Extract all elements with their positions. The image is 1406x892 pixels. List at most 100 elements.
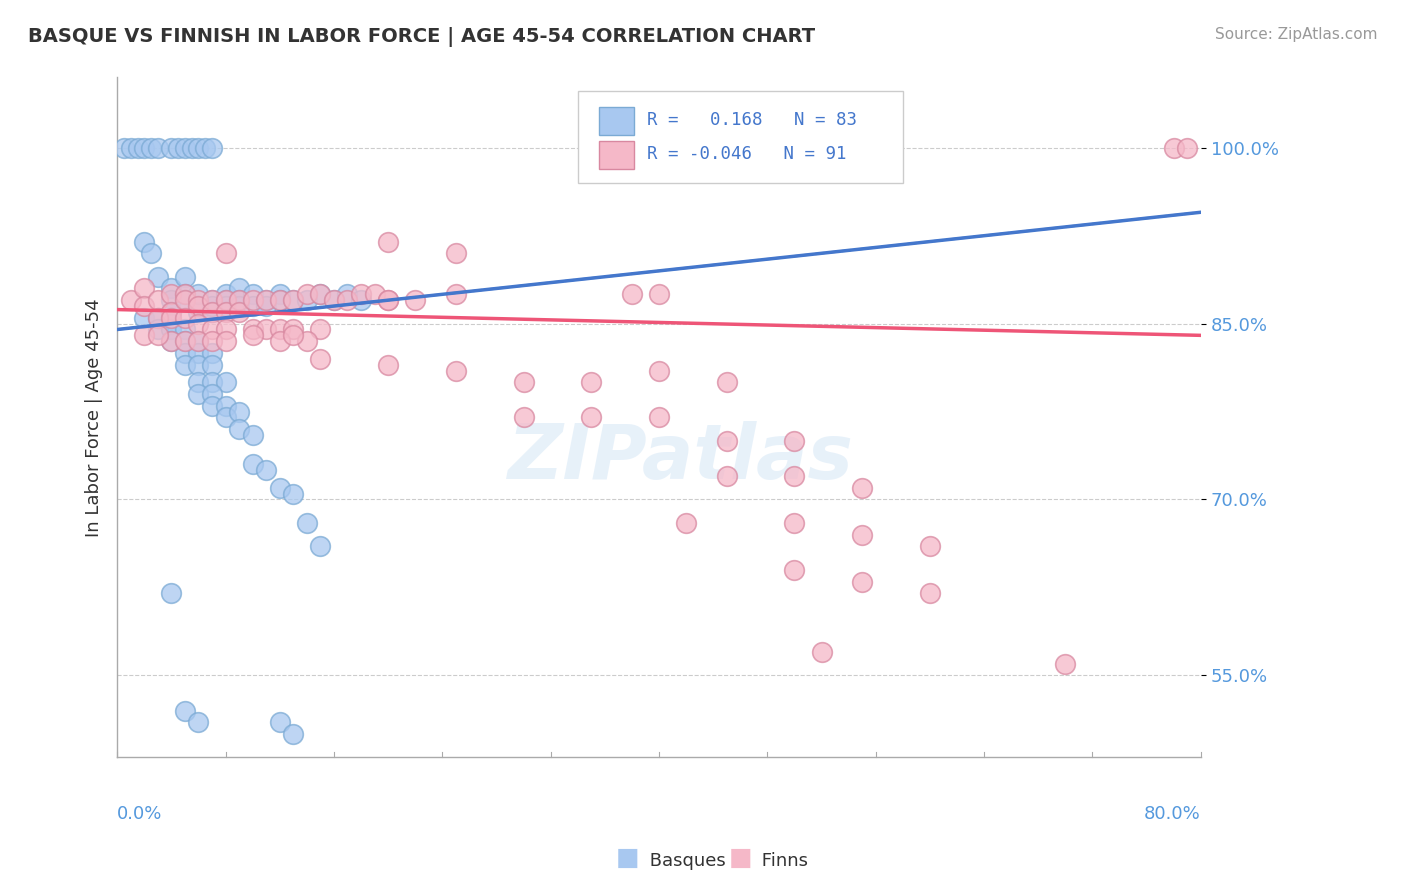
Point	[283, 486, 305, 500]
Point	[160, 305, 183, 319]
Point	[201, 322, 224, 336]
Point	[675, 516, 697, 530]
Point	[242, 322, 264, 336]
Point	[174, 141, 197, 155]
Point	[174, 293, 197, 308]
Point	[214, 410, 236, 425]
Text: Source: ZipAtlas.com: Source: ZipAtlas.com	[1215, 27, 1378, 42]
Point	[201, 299, 224, 313]
Point	[160, 334, 183, 349]
Point	[228, 293, 250, 308]
Point	[214, 305, 236, 319]
Point	[336, 293, 359, 308]
Point	[309, 540, 332, 554]
Point	[146, 328, 169, 343]
Point	[174, 346, 197, 360]
Point	[254, 293, 277, 308]
Point	[160, 141, 183, 155]
Point	[187, 299, 209, 313]
Point	[134, 281, 156, 295]
Point	[851, 481, 873, 495]
Point	[228, 305, 250, 319]
Point	[283, 328, 305, 343]
Point	[783, 469, 806, 483]
Point	[444, 246, 467, 260]
Point	[160, 586, 183, 600]
Point	[851, 574, 873, 589]
Point	[295, 334, 318, 349]
Point	[283, 293, 305, 308]
FancyBboxPatch shape	[578, 91, 903, 183]
Text: R = -0.046   N = 91: R = -0.046 N = 91	[647, 145, 846, 162]
Point	[783, 434, 806, 448]
Point	[187, 293, 209, 308]
Point	[228, 293, 250, 308]
Point	[194, 141, 217, 155]
Point	[146, 322, 169, 336]
Point	[242, 287, 264, 301]
Point	[322, 293, 344, 308]
Point	[254, 322, 277, 336]
Point	[851, 527, 873, 541]
Point	[716, 376, 738, 390]
Point	[201, 387, 224, 401]
Point	[620, 287, 643, 301]
Point	[174, 287, 197, 301]
Point	[228, 299, 250, 313]
Point	[716, 434, 738, 448]
Point	[160, 334, 183, 349]
Point	[187, 305, 209, 319]
Point	[648, 410, 671, 425]
Point	[146, 310, 169, 325]
Point	[269, 293, 291, 308]
Point	[309, 351, 332, 366]
Point	[783, 516, 806, 530]
Point	[187, 358, 209, 372]
Point	[512, 410, 534, 425]
Point	[120, 293, 142, 308]
Text: ■: ■	[728, 846, 752, 870]
Point	[174, 358, 197, 372]
Point	[139, 246, 162, 260]
Point	[214, 376, 236, 390]
Point	[269, 287, 291, 301]
Point	[918, 586, 941, 600]
Point	[269, 334, 291, 349]
Point	[269, 293, 291, 308]
Point	[648, 287, 671, 301]
Point	[201, 399, 224, 413]
Point	[283, 727, 305, 741]
Point	[404, 293, 426, 308]
Point	[242, 328, 264, 343]
Point	[134, 299, 156, 313]
Point	[918, 540, 941, 554]
Point	[174, 704, 197, 718]
Point	[377, 293, 399, 308]
Point	[214, 334, 236, 349]
Point	[336, 287, 359, 301]
Point	[146, 269, 169, 284]
Point	[214, 287, 236, 301]
Point	[201, 141, 224, 155]
Point	[187, 715, 209, 730]
Point	[112, 141, 135, 155]
FancyBboxPatch shape	[599, 107, 634, 136]
Point	[120, 141, 142, 155]
Point	[783, 563, 806, 577]
Point	[134, 141, 156, 155]
Point	[269, 715, 291, 730]
Point	[174, 269, 197, 284]
Point	[269, 322, 291, 336]
Point	[187, 346, 209, 360]
Point	[214, 322, 236, 336]
Point	[160, 310, 183, 325]
Point	[187, 141, 209, 155]
Point	[309, 322, 332, 336]
Point	[201, 358, 224, 372]
Point	[160, 322, 183, 336]
Point	[160, 281, 183, 295]
Point	[201, 346, 224, 360]
Point	[160, 317, 183, 331]
Point	[174, 310, 197, 325]
Point	[228, 422, 250, 436]
